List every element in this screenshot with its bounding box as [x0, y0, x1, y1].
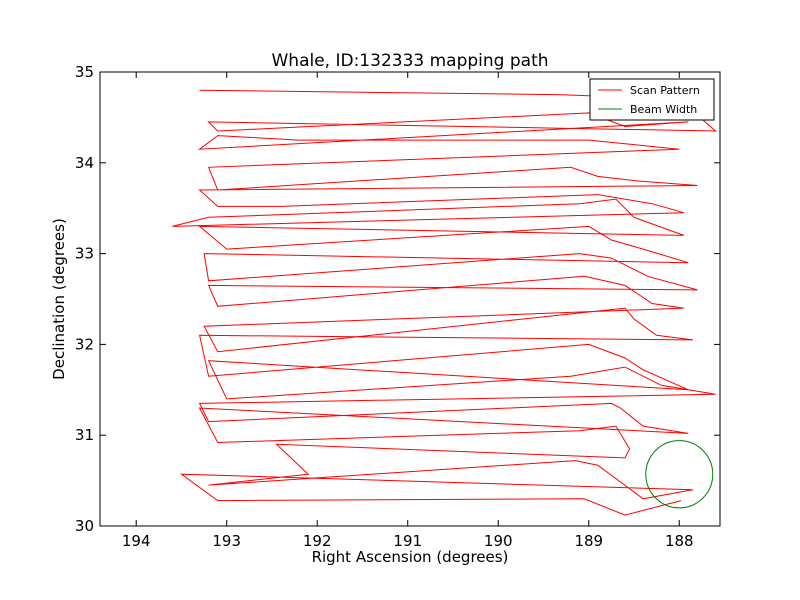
- legend-label-beam-width: Beam Width: [630, 103, 697, 116]
- y-tick-label: 34: [75, 154, 94, 172]
- series-layer: [172, 89, 717, 516]
- legend-label-scan-pattern: Scan Pattern: [630, 84, 700, 97]
- x-tick-label: 192: [303, 532, 332, 550]
- x-tick-label: 188: [665, 532, 694, 550]
- y-tick-label: 33: [75, 245, 94, 263]
- y-axis-ticks: 30 31 32 33 34 35: [75, 63, 720, 535]
- chart-title: Whale, ID:132333 mapping path: [271, 51, 548, 71]
- beam-layer: [645, 440, 714, 509]
- legend: Scan Pattern Beam Width: [589, 78, 715, 121]
- y-tick-label: 30: [75, 517, 94, 535]
- x-tick-label: 193: [212, 532, 241, 550]
- plot-area: 194 193 192 191 190 189 188 30 31 32 33 34 35: [75, 63, 721, 550]
- plot-frame: [99, 71, 721, 527]
- x-axis-ticks: 194 193 192 191 190 189 188: [122, 72, 694, 550]
- y-tick-label: 35: [75, 63, 94, 81]
- y-axis-label: Declination (degrees): [50, 218, 68, 380]
- y-tick-label: 31: [75, 426, 94, 444]
- x-tick-label: 189: [574, 532, 603, 550]
- x-axis-label: Right Ascension (degrees): [312, 548, 509, 566]
- beam-width-circle: [645, 440, 714, 509]
- x-tick-label: 190: [484, 532, 513, 550]
- x-tick-label: 194: [122, 532, 151, 550]
- y-tick-label: 32: [75, 335, 94, 353]
- scan-pattern-line: [172, 89, 717, 516]
- legend-box: [589, 78, 715, 121]
- plot-background: [100, 72, 720, 526]
- x-tick-label: 191: [393, 532, 422, 550]
